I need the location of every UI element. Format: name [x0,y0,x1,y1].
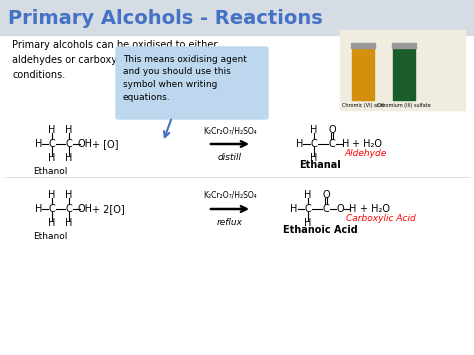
Text: reflux: reflux [217,218,243,227]
Text: Primary Alcohols - Reactions: Primary Alcohols - Reactions [8,9,323,27]
Text: K₂Cr₂O₇/H₂SO₄: K₂Cr₂O₇/H₂SO₄ [203,126,257,135]
Text: Ethanol: Ethanol [33,167,67,176]
Text: OH: OH [78,204,92,214]
Text: H: H [310,125,318,135]
Text: H: H [342,139,350,149]
Text: H: H [65,190,73,200]
Text: H: H [48,153,55,163]
Text: Chromium (III) sulfate: Chromium (III) sulfate [377,103,431,108]
Text: + H₂O: + H₂O [360,204,390,214]
Text: H: H [35,139,43,149]
Text: Chromic (VI) acid: Chromic (VI) acid [342,103,384,108]
Text: H: H [48,125,55,135]
Text: + [O]: + [O] [92,139,118,149]
Bar [0,0,474,35]
Text: O: O [322,190,330,200]
Text: + 2[O]: + 2[O] [92,204,125,214]
Text: H: H [48,190,55,200]
Text: distill: distill [218,153,242,162]
Bar [392,43,416,48]
Text: C: C [310,139,318,149]
Bar [351,43,375,48]
Text: C: C [49,139,55,149]
Text: H: H [65,153,73,163]
Text: O: O [336,204,344,214]
Text: H: H [296,139,304,149]
Text: Carboxylic Acid: Carboxylic Acid [346,214,416,223]
Text: H: H [290,204,298,214]
Text: Ethanal: Ethanal [299,160,341,170]
Text: C: C [305,204,311,214]
Text: C: C [65,139,73,149]
Text: C: C [323,204,329,214]
Text: O: O [328,125,336,135]
FancyBboxPatch shape [116,47,268,119]
Bar [340,30,465,110]
Text: This means oxidising agent
and you should use this
symbol when writing
equations: This means oxidising agent and you shoul… [123,55,247,102]
Text: H: H [35,204,43,214]
Text: C: C [65,204,73,214]
Text: + H₂O: + H₂O [352,139,382,149]
Bar [352,45,374,100]
Text: H: H [65,125,73,135]
Text: K₂Cr₂O₇/H₂SO₄: K₂Cr₂O₇/H₂SO₄ [203,191,257,200]
Text: Ethanoic Acid: Ethanoic Acid [283,225,357,235]
Text: H: H [304,190,312,200]
Text: C: C [328,139,336,149]
Text: H: H [48,218,55,228]
Text: H: H [304,218,312,228]
Text: Primary alcohols can be oxidised to either
aldehydes or carboxylic acids dependi: Primary alcohols can be oxidised to eith… [12,40,246,80]
Text: OH: OH [78,139,92,149]
Text: Aldehyde: Aldehyde [344,149,386,158]
Bar [393,45,415,100]
Text: H: H [65,218,73,228]
Text: C: C [49,204,55,214]
Text: H: H [349,204,357,214]
Text: Ethanol: Ethanol [33,232,67,241]
Text: H: H [310,153,318,163]
